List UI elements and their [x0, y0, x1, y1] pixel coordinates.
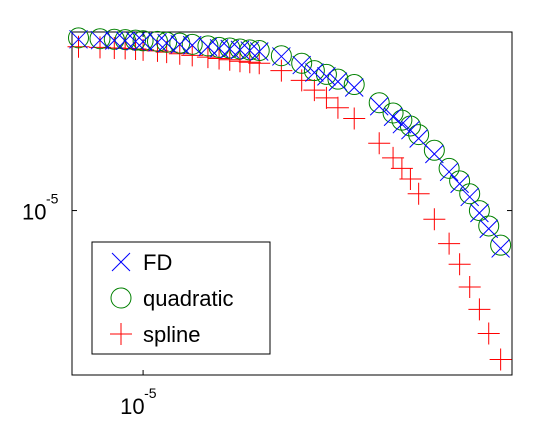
point-quadratic-1 [89, 28, 111, 50]
point-spline-28 [438, 232, 461, 255]
point-quadratic-32 [478, 215, 500, 237]
x-tick-exponent-0: -5 [144, 385, 157, 401]
legend-entry-fd: FD [111, 250, 172, 275]
point-fd-12 [220, 39, 240, 59]
legend-entry-spline: spline [110, 322, 200, 347]
point-quadratic-9 [181, 33, 203, 55]
point-spline-8 [168, 42, 191, 65]
point-spline-30 [458, 275, 481, 298]
point-quadratic-10 [197, 35, 219, 57]
point-spline-16 [270, 59, 293, 82]
point-quadratic-20 [327, 68, 349, 90]
point-fd-27 [424, 144, 444, 164]
point-fd-20 [328, 72, 348, 91]
legend-marker-fd [111, 252, 131, 272]
point-quadratic-22 [368, 92, 390, 114]
point-fd-15 [249, 42, 269, 61]
legend: FD quadratic spline [91, 241, 271, 355]
axis-ticks: 10-510-5 [22, 32, 512, 419]
point-quadratic-7 [156, 31, 178, 53]
y-tick-exponent-0: -5 [46, 191, 59, 207]
point-fd-3 [115, 31, 135, 51]
point-spline-33 [489, 348, 512, 371]
series-fd [69, 29, 510, 258]
point-quadratic-21 [343, 74, 365, 96]
point-fd-32 [479, 219, 499, 239]
point-quadratic-18 [303, 60, 325, 82]
legend-label-fd: FD [143, 250, 172, 275]
point-spline-11 [208, 47, 231, 70]
point-quadratic-24 [391, 109, 413, 131]
point-fd-5 [133, 32, 153, 52]
point-fd-0 [69, 29, 88, 49]
point-spline-15 [248, 52, 271, 75]
point-fd-1 [90, 30, 110, 50]
x-tick-label-0: 10 [120, 394, 144, 419]
point-quadratic-6 [146, 30, 168, 52]
point-spline-31 [468, 298, 491, 321]
point-fd-9 [182, 35, 202, 55]
point-spline-26 [407, 182, 430, 205]
point-quadratic-33 [490, 234, 512, 256]
point-fd-14 [240, 41, 260, 60]
point-spline-20 [326, 96, 349, 119]
point-fd-24 [392, 114, 412, 134]
point-quadratic-30 [459, 183, 481, 205]
point-spline-29 [448, 253, 471, 276]
point-spline-12 [218, 48, 241, 71]
legend-label-quadratic: quadratic [143, 286, 234, 311]
point-fd-13 [230, 40, 250, 60]
legend-marker-spline [110, 323, 132, 345]
point-quadratic-26 [408, 124, 430, 146]
point-fd-28 [439, 162, 459, 182]
point-spline-19 [315, 86, 338, 109]
point-fd-30 [460, 187, 480, 207]
point-fd-33 [491, 239, 510, 258]
point-spline-24 [390, 157, 413, 180]
point-spline-22 [368, 132, 391, 155]
point-spline-21 [343, 107, 366, 130]
point-quadratic-31 [468, 200, 490, 222]
point-quadratic-28 [438, 157, 460, 179]
point-quadratic-23 [382, 102, 404, 124]
point-fd-17 [292, 55, 312, 75]
legend-marker-quadratic [110, 287, 132, 309]
point-quadratic-17 [291, 52, 313, 74]
legend-entry-quadratic: quadratic [110, 286, 234, 311]
data-marks [67, 27, 512, 371]
point-quadratic-0 [68, 27, 90, 49]
point-spline-23 [382, 146, 405, 169]
point-spline-18 [303, 79, 326, 102]
point-spline-25 [399, 167, 422, 190]
point-fd-4 [126, 32, 145, 51]
point-fd-21 [344, 78, 364, 97]
point-fd-31 [470, 203, 489, 223]
legend-label-spline: spline [143, 322, 200, 347]
point-fd-22 [369, 96, 389, 116]
point-spline-13 [228, 50, 251, 73]
point-quadratic-16 [270, 45, 292, 67]
point-spline-32 [477, 322, 500, 345]
point-fd-23 [383, 107, 403, 127]
point-fd-18 [305, 63, 324, 82]
point-fd-6 [148, 32, 167, 52]
point-fd-16 [272, 47, 291, 66]
point-fd-2 [104, 31, 124, 50]
point-quadratic-27 [423, 139, 445, 161]
point-fd-19 [317, 67, 336, 86]
point-spline-27 [423, 208, 446, 231]
point-quadratic-5 [132, 30, 154, 52]
point-fd-29 [450, 174, 469, 194]
point-fd-26 [409, 129, 429, 148]
y-tick-label-0: 10 [22, 200, 46, 225]
